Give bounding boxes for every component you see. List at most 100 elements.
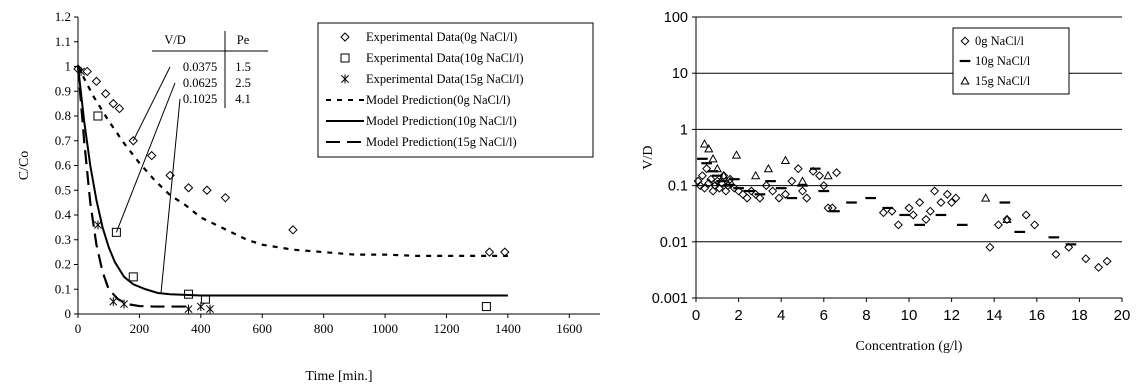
data-point [114,103,125,114]
legend-entry: 10g NaCl/l [959,54,1031,68]
inset-table: V/D Pe 0.0375 1.5 0.0625 2.5 0.1025 4.1 [115,31,268,295]
data-point [94,220,102,230]
data-point [704,144,714,153]
legend-entry: 0g NaCl/l [960,34,1024,48]
data-point [823,203,833,213]
data-point [484,247,495,257]
data-point [815,171,825,181]
data-point [887,206,897,216]
x-tick-label: 0 [75,321,82,336]
data-point [878,208,888,218]
legend-box [952,27,1070,95]
table-pointer [132,66,171,141]
series-4 [77,65,508,257]
y-tick-label: 0.3 [55,232,71,247]
data-point [981,193,991,202]
data-point [111,227,121,237]
data-point [708,186,718,196]
data-point [1081,254,1091,264]
table-cell: 0.0375 [183,60,217,74]
legend-box [317,22,594,158]
table-header: V/D [164,33,186,47]
data-point [930,186,940,196]
legend-entry: 15g NaCl/l [960,74,1031,88]
data-point [697,171,707,181]
data-point [734,186,744,196]
legend-label: Experimental Data(0g NaCl/l) [366,30,517,44]
data-point [761,181,771,191]
legend-marker [960,36,970,46]
y-tick-label: 100 [664,10,688,26]
legend-label: Model Prediction(10g NaCl/l) [366,114,517,128]
data-point [793,164,803,174]
data-point [108,98,119,109]
x-tick-label: 1200 [433,321,459,336]
data-point [206,304,214,314]
x-tick-label: 200 [130,321,150,336]
data-point [725,176,735,185]
y-tick-label: 0 [65,306,72,321]
y-tick-label: 0.9 [55,83,71,98]
x-tick-label: 18 [1071,307,1088,324]
data-point [91,76,102,87]
data-point [893,220,903,230]
table-pointer [160,98,181,295]
data-point [742,193,752,203]
data-point [481,302,491,312]
legend-entry: Experimental Data(15g NaCl/l) [341,72,524,86]
data-point [787,176,797,186]
data-point [196,302,205,312]
data-point [915,198,925,208]
legend: 0g NaCl/l 10g NaCl/l 15g NaCl/l [952,27,1070,95]
x-axis-title: Concentration (g/l) [856,339,963,354]
data-point [702,164,712,174]
legend-entry: Experimental Data(0g NaCl/l) [340,30,517,44]
data-point [712,176,722,186]
data-point [695,181,705,191]
data-point [128,272,138,282]
x-tick-label: 1600 [556,321,582,336]
x-tick-label: 1400 [495,321,521,336]
y-tick-label: 0.8 [55,108,71,123]
data-point [731,150,742,159]
data-point [1051,249,1061,259]
series-line [77,65,508,257]
data-point [763,163,774,173]
x-tick-label: 400 [191,321,211,336]
y-tick-label: 0.4 [55,207,72,222]
data-point [750,170,761,180]
data-point [819,181,829,191]
data-point [780,155,791,165]
legend-marker [960,76,970,85]
data-point [942,189,952,199]
data-point [1030,220,1040,230]
y-tick-label: 0.5 [55,182,71,197]
data-point [925,206,935,216]
data-point [832,168,842,178]
x-tick-label: 8 [862,307,870,324]
x-axis-title: Time [min.] [305,369,372,384]
data-point [797,176,808,185]
data-point [184,304,193,314]
x-tick-label: 10 [901,307,918,324]
y-axis-title: C/Co [17,151,32,181]
x-tick-label: 600 [252,321,272,336]
legend-marker [340,32,350,42]
legend-label: Model Prediction(0g NaCl/l) [366,93,510,107]
legend-label: Experimental Data(15g NaCl/l) [366,72,524,86]
data-point [712,163,722,173]
series-line [77,66,508,297]
x-tick-label: 12 [943,307,960,324]
legend-label: 15g NaCl/l [975,74,1031,88]
series-2 [697,157,1077,246]
data-point [100,89,111,99]
data-point [746,186,756,196]
legend-entry: Experimental Data(10g NaCl/l) [340,51,524,65]
x-tick-label: 14 [986,307,1003,324]
data-point [808,166,818,176]
data-point [719,171,729,181]
legend-label: 10g NaCl/l [975,54,1031,68]
data-point [936,198,946,208]
legend-label: 0g NaCl/l [975,34,1024,48]
